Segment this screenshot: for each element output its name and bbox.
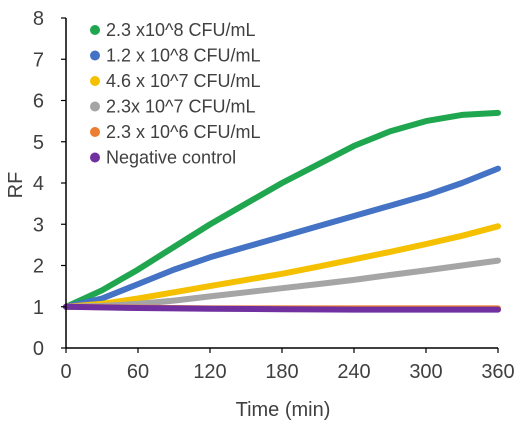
x-tick-label: 120 — [193, 361, 226, 383]
series-line-0 — [63, 109, 501, 310]
y-tick-label: 2 — [33, 256, 44, 278]
legend-label-3: 2.3x 10^7 CFU/mL — [106, 97, 256, 117]
legend-marker-4 — [90, 127, 100, 137]
x-tick-label: 0 — [60, 361, 71, 383]
y-axis-title: RF — [5, 172, 27, 199]
series-line-3 — [63, 257, 501, 310]
y-tick-label: 7 — [33, 49, 44, 71]
series-line-5 — [63, 303, 501, 313]
y-tick-label: 0 — [33, 338, 44, 360]
y-tick-label: 8 — [33, 8, 44, 30]
series-line-1 — [63, 165, 501, 310]
x-tick-label: 240 — [337, 361, 370, 383]
y-tick-label: 5 — [33, 132, 44, 154]
axes-layer: 0 60 120 180 240 300 360 0 1 2 3 4 5 6 7 8 — [33, 8, 515, 383]
legend-marker-2 — [90, 76, 100, 86]
legend-marker-0 — [90, 25, 100, 35]
legend-label-1: 1.2 x 10^8 CFU/mL — [106, 46, 261, 66]
series-line-2 — [63, 223, 501, 310]
y-tick-label: 1 — [33, 297, 44, 319]
y-tick-label: 4 — [33, 173, 44, 195]
y-tick-label: 3 — [33, 214, 44, 236]
legend-label-5: Negative control — [106, 148, 236, 168]
legend-label-0: 2.3 x10^8 CFU/mL — [106, 20, 256, 40]
legend-marker-3 — [90, 101, 100, 112]
x-tick-label: 360 — [481, 361, 514, 383]
y-tick-label: 6 — [33, 91, 44, 113]
legend-label-4: 2.3 x 10^6 CFU/mL — [106, 122, 261, 142]
legend-marker-1 — [90, 50, 100, 61]
legend-label-2: 4.6 x 10^7 CFU/mL — [106, 71, 261, 91]
legend-marker-5 — [90, 152, 100, 163]
x-tick-label: 180 — [265, 361, 298, 383]
series-layer — [63, 109, 501, 313]
legend: 2.3 x10^8 CFU/mL 1.2 x 10^8 CFU/mL 4.6 x 1… — [90, 20, 261, 168]
x-axis-title: Time (min) — [236, 399, 331, 421]
x-tick-label: 60 — [127, 361, 149, 383]
x-tick-label: 300 — [409, 361, 442, 383]
